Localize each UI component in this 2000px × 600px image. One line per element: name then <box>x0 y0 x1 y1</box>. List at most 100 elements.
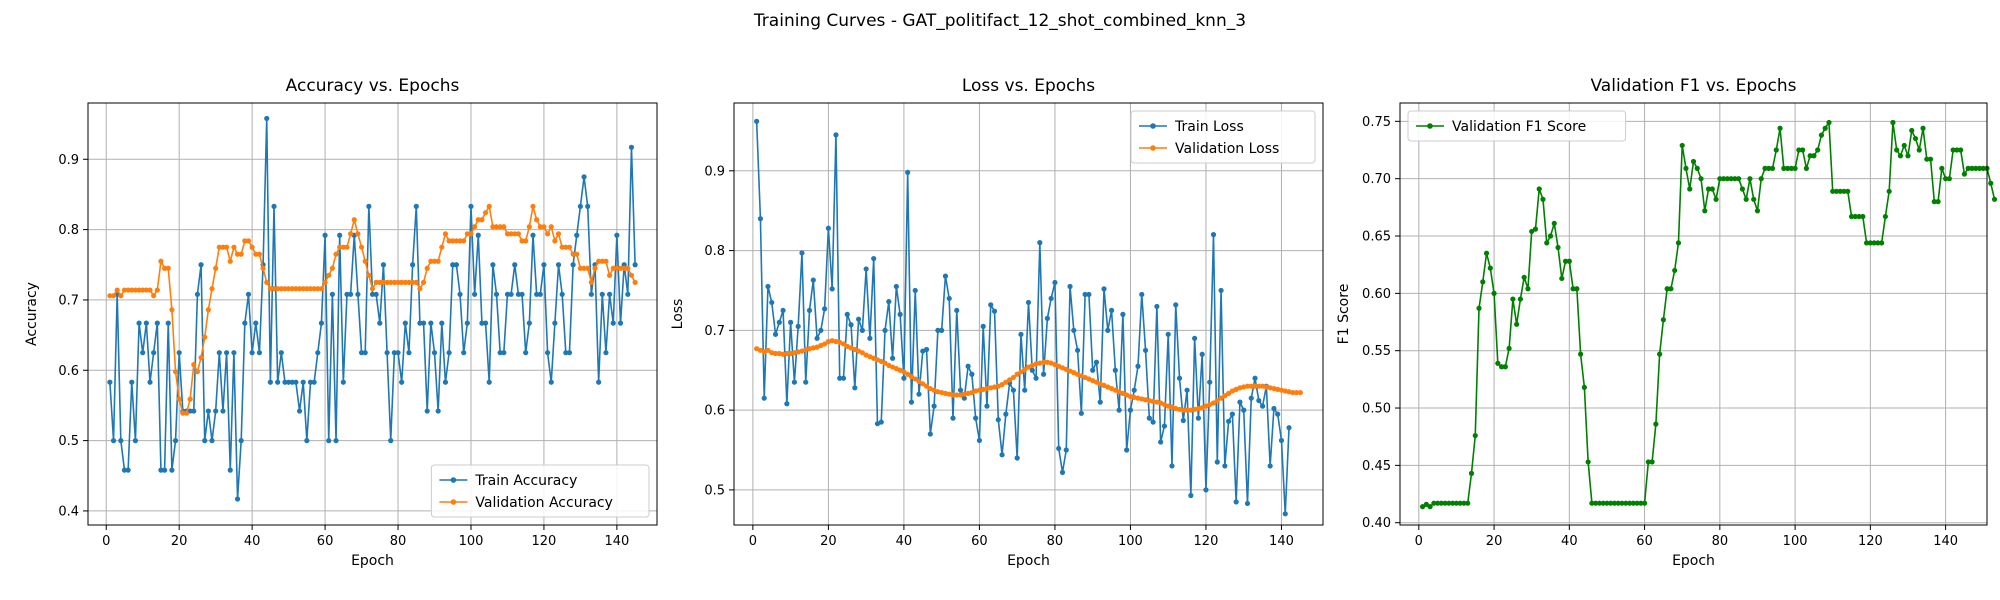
data-point <box>923 346 930 353</box>
data-point <box>373 279 379 285</box>
data-point <box>1604 500 1610 506</box>
data-point <box>245 238 252 244</box>
data-point <box>202 334 208 340</box>
data-point <box>493 291 500 297</box>
data-point <box>1807 153 1813 159</box>
data-point <box>337 244 343 250</box>
data-point <box>439 320 445 326</box>
data-point <box>1529 228 1535 235</box>
data-point <box>614 232 620 238</box>
data-point <box>110 438 117 444</box>
data-point <box>136 320 142 326</box>
data-point <box>942 273 949 279</box>
data-point <box>1732 176 1738 182</box>
data-point <box>908 399 915 405</box>
data-point <box>242 320 248 326</box>
data-point <box>442 379 449 385</box>
data-point <box>468 203 474 209</box>
data-point <box>366 272 372 278</box>
data-point <box>267 286 273 292</box>
data-point <box>1297 389 1303 396</box>
data-point <box>1282 511 1288 517</box>
data-point <box>183 410 190 416</box>
data-point <box>311 379 317 385</box>
data-point <box>1022 366 1028 373</box>
data-point <box>1218 395 1224 401</box>
data-point <box>402 320 408 326</box>
data-point <box>129 287 135 293</box>
data-point <box>559 291 565 297</box>
data-point <box>399 379 405 385</box>
data-point <box>1041 371 1047 377</box>
data-point <box>1286 425 1292 431</box>
x-tick-label: 140 <box>604 534 629 549</box>
data-point <box>1498 364 1505 370</box>
data-point <box>504 291 511 297</box>
data-point <box>121 467 128 473</box>
data-point <box>461 350 467 356</box>
series-train-accuracy <box>107 115 638 502</box>
data-point <box>1593 500 1599 506</box>
data-point <box>224 350 230 356</box>
data-point <box>209 286 215 292</box>
data-point <box>1958 147 1964 153</box>
data-point <box>264 115 270 122</box>
data-point <box>464 320 470 326</box>
data-point <box>377 279 383 285</box>
data-point <box>1256 397 1262 404</box>
data-point <box>344 291 350 297</box>
data-point <box>399 279 405 285</box>
data-point <box>617 320 624 326</box>
data-point <box>1615 500 1621 506</box>
data-point <box>249 350 255 356</box>
data-point <box>260 265 266 271</box>
x-tick-label: 20 <box>820 534 837 549</box>
data-point <box>772 350 779 357</box>
data-point <box>1905 153 1911 159</box>
data-point <box>588 279 594 285</box>
data-point <box>1192 335 1198 341</box>
data-point <box>1540 196 1546 202</box>
data-point <box>1453 500 1460 506</box>
y-axis-label: Accuracy <box>24 282 40 346</box>
data-point <box>311 286 317 292</box>
data-point <box>450 262 456 268</box>
data-point <box>1048 295 1054 302</box>
data-point <box>187 396 193 402</box>
data-point <box>803 379 809 385</box>
data-point <box>1736 176 1742 182</box>
data-point <box>765 347 771 353</box>
data-point <box>1638 500 1644 506</box>
data-point <box>920 381 926 387</box>
data-point <box>329 291 335 297</box>
data-point <box>882 360 888 366</box>
data-point <box>220 408 226 414</box>
data-point <box>552 320 558 326</box>
data-point <box>867 335 873 341</box>
legend-entry-label: Validation Loss <box>1175 141 1279 157</box>
data-point <box>1116 407 1122 413</box>
data-point <box>1158 439 1164 445</box>
data-point <box>395 350 401 356</box>
data-point <box>534 217 540 223</box>
data-point <box>468 231 474 237</box>
data-point <box>1909 127 1915 134</box>
data-point <box>901 375 907 381</box>
data-point <box>424 265 430 271</box>
data-point <box>271 203 277 209</box>
data-point <box>1536 186 1542 192</box>
data-point <box>1275 411 1281 417</box>
data-point <box>1815 147 1821 153</box>
data-point <box>1082 291 1088 298</box>
x-tick-label: 100 <box>1783 534 1808 549</box>
data-point <box>893 283 899 290</box>
data-point <box>216 350 222 356</box>
x-tick-label: 0 <box>749 534 757 549</box>
data-point <box>1248 395 1254 401</box>
data-point <box>1920 125 1926 131</box>
data-point <box>761 395 767 401</box>
data-point <box>784 350 790 357</box>
data-point <box>541 224 547 230</box>
data-point <box>508 291 514 297</box>
